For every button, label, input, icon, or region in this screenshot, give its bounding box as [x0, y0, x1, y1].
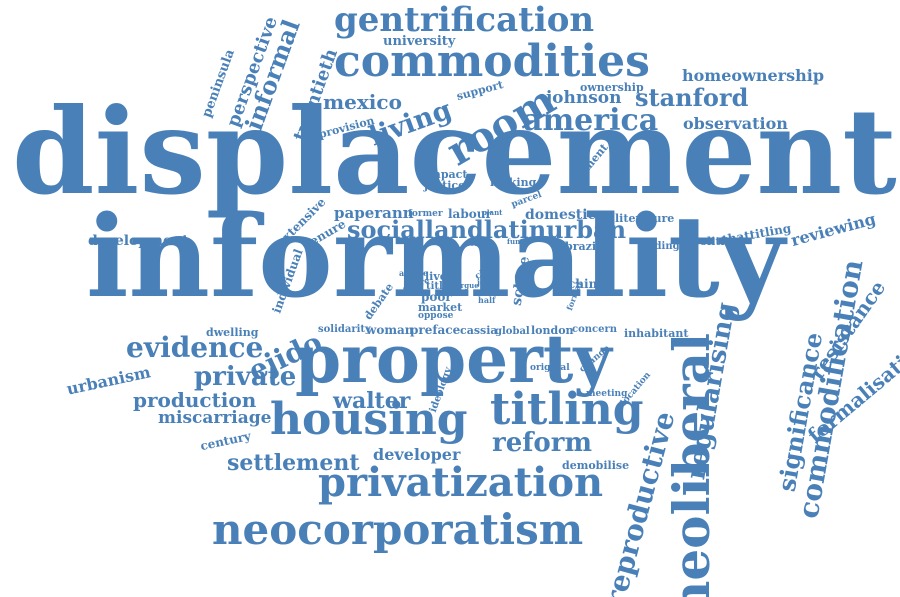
word-settlement: settlement — [227, 450, 360, 476]
word-justice: justice — [424, 179, 466, 192]
word-commodities: commodities — [334, 36, 650, 87]
word-private: private — [194, 362, 297, 392]
word-original: original — [530, 363, 570, 373]
word-reform: reform — [492, 428, 592, 458]
word-gentrification: gentrification — [334, 0, 595, 40]
word-brazil: brazil — [565, 240, 601, 253]
word-chintz: chintz — [568, 277, 610, 291]
word-formalisation: development — [88, 233, 189, 249]
word-resistance: dwelling — [206, 326, 259, 339]
word-demobilise: demobilise — [562, 459, 630, 472]
word-preface: preface — [410, 323, 461, 337]
word-woman: woman — [366, 323, 414, 337]
word-significance: century — [199, 428, 253, 454]
word-production: production — [133, 388, 257, 412]
word-john: john — [477, 277, 497, 287]
word-fund: fund — [507, 237, 526, 246]
word-sociallandlatinurban: sociallandlatinurban — [347, 215, 627, 244]
word-cassia: cassia — [460, 324, 498, 337]
word-developer: developer — [373, 445, 461, 464]
word-global: global — [495, 326, 530, 337]
word-market: market — [418, 301, 463, 314]
word-miscarriage: miscarriage — [158, 408, 272, 428]
word-evidence: evidence — [126, 331, 264, 364]
word-privatization: privatization — [318, 459, 604, 506]
word-property: property — [295, 320, 612, 398]
word-university: university — [383, 34, 456, 49]
word-titling: titling — [490, 384, 644, 435]
word-article: article — [399, 268, 429, 278]
word-finding: finding — [640, 241, 680, 252]
word-poor: poor — [421, 290, 452, 304]
word-paperann: paperann — [334, 204, 414, 222]
word-meeting: meeting — [586, 389, 628, 399]
word-homeownership: homeownership — [682, 66, 825, 85]
word-housing: housing — [270, 394, 468, 445]
word-roth: roth — [478, 286, 498, 296]
word-london: london — [531, 324, 574, 337]
word-making: making — [490, 176, 537, 189]
word-title: title — [426, 281, 450, 292]
word-domestic: domestic — [525, 207, 597, 223]
word-johnson: johnson — [546, 88, 622, 108]
word-neocorporatism: neocorporatism — [212, 505, 584, 554]
word-inhabitant: inhabitant — [624, 327, 689, 340]
word-literature: literature — [615, 212, 675, 225]
word-political: political — [692, 235, 743, 248]
word-labour: labour — [448, 207, 492, 221]
word-former: former — [408, 209, 443, 219]
word-walter: walter — [333, 388, 411, 414]
word-informality: informality — [86, 192, 785, 323]
word-plant: plant — [482, 208, 503, 217]
word-argue: argue — [456, 281, 479, 290]
word-mexico: mexico — [323, 90, 402, 114]
word-half: half — [478, 295, 496, 305]
word-displacement: displacement — [12, 82, 897, 221]
word-observation: observation — [683, 114, 788, 133]
word-lost: lost — [467, 239, 482, 248]
word-stanford: stanford — [635, 83, 749, 112]
word-impact: impact — [425, 168, 468, 181]
word-solidarity: solidarity — [318, 324, 371, 335]
word-ownership: ownership — [580, 81, 644, 94]
word-live: live — [425, 270, 447, 283]
word-america: america — [523, 103, 659, 138]
word-oppose: oppose — [418, 311, 454, 321]
word-concern: concern — [572, 324, 618, 335]
